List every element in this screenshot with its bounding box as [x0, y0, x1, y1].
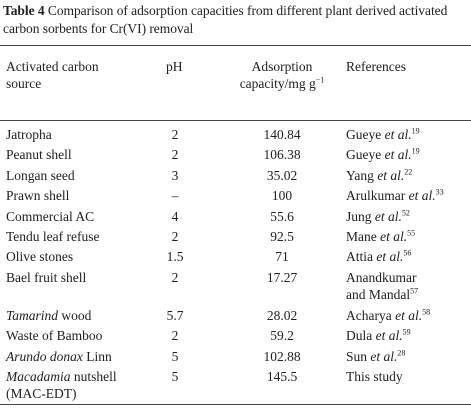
cell-reference: Acharya et al.58: [346, 307, 431, 323]
header-source-line1: Activated carbon: [6, 59, 99, 74]
header-source: Activated carbon source: [6, 58, 156, 92]
cell-ph: 1.5: [166, 249, 184, 265]
cell-capacity: 145.5: [266, 368, 298, 384]
cell-source: Tamarind wood: [6, 307, 92, 323]
header-rule: [0, 120, 471, 121]
header-capacity: Adsorption capacity/mg g−1: [227, 58, 337, 92]
cell-reference: Yang et al.22: [346, 167, 413, 183]
table-body: Jatropha 2 140.84 Gueye et al.19 Peanut …: [0, 125, 471, 405]
cell-reference: Anandkumar and Mandal57: [346, 269, 419, 302]
table-row: Bael fruit shell 2 17.27 Anandkumar and M…: [0, 268, 471, 306]
bottom-rule: [0, 404, 471, 405]
cell-capacity: 71: [275, 249, 289, 265]
cell-ph: 2: [171, 328, 179, 344]
cell-ph: 2: [171, 228, 179, 244]
cell-source: Macadamia nutshell (MAC-EDT): [6, 368, 117, 401]
header-capacity-line1: Adsorption: [251, 59, 313, 74]
top-rule: [0, 45, 471, 46]
cell-reference: Dula et al.59: [346, 327, 411, 344]
table-caption-text: Comparison of adsorption capacities from…: [3, 3, 448, 36]
cell-capacity: 55.6: [270, 208, 294, 224]
cell-capacity: 140.84: [263, 127, 301, 142]
cell-reference: Gueye et al.19: [346, 146, 420, 163]
cell-ph: 2: [171, 147, 179, 163]
cell-source: Prawn shell: [6, 188, 70, 204]
cell-ph: 3: [171, 167, 179, 183]
cell-capacity: 59.2: [270, 328, 294, 344]
cell-source: Tendu leaf refuse: [6, 228, 100, 244]
header-source-line2: source: [6, 76, 42, 91]
cell-reference: Sun et al.28: [346, 348, 406, 364]
cell-capacity: 28.02: [266, 307, 298, 323]
cell-source: Longan seed: [6, 167, 75, 183]
table-row: Jatropha 2 140.84 Gueye et al.19: [0, 125, 471, 145]
cell-reference: Jung et al.52: [346, 208, 410, 224]
cell-source: Arundo donax Linn: [6, 348, 112, 364]
table-label: Table 4: [3, 3, 45, 18]
table-row: Longan seed 3 35.02 Yang et al.22: [0, 166, 471, 186]
cell-capacity: 17.27: [266, 269, 298, 285]
cell-ph: 5.7: [166, 307, 184, 323]
cell-source: Commercial AC: [6, 208, 95, 224]
cell-source: Olive stones: [6, 249, 74, 265]
table-row: Arundo donax Linn 5 102.88 Sun et al.28: [0, 347, 471, 367]
cell-ph: 5: [171, 348, 179, 364]
table-row: Tendu leaf refuse 2 92.5 Mane et al.55: [0, 227, 471, 247]
header-capacity-line2: capacity/mg g−1: [227, 75, 337, 92]
cell-ph: 2: [171, 269, 179, 285]
cell-reference: Arulkumar et al.33: [346, 187, 444, 204]
cell-reference: Gueye et al.19: [346, 126, 420, 142]
cell-capacity: 92.5: [270, 228, 294, 244]
table-row: Tamarind wood 5.7 28.02 Acharya et al.58: [0, 306, 471, 326]
header-ph: pH: [166, 59, 183, 74]
header-references: References: [346, 59, 406, 74]
cell-source: Jatropha: [6, 127, 52, 142]
table-row: Olive stones 1.5 71 Attia et al.56: [0, 247, 471, 267]
table-row: Macadamia nutshell (MAC-EDT) 5 145.5 This…: [0, 367, 471, 405]
cell-capacity: 102.88: [263, 348, 301, 364]
cell-source: Peanut shell: [6, 147, 72, 163]
cell-ph: –: [171, 188, 179, 204]
cell-source: Bael fruit shell: [6, 269, 87, 285]
header-capacity-sup: −1: [315, 75, 325, 85]
header-capacity-unit: capacity/mg g: [239, 76, 316, 91]
cell-reference: This study: [346, 368, 403, 384]
cell-reference: Attia et al.56: [346, 248, 412, 265]
cell-capacity: 100: [271, 188, 293, 204]
cell-capacity: 35.02: [266, 167, 298, 183]
cell-ph: 2: [171, 127, 179, 142]
cell-reference: Mane et al.55: [346, 228, 416, 244]
table-row: Waste of Bamboo 2 59.2 Dula et al.59: [0, 326, 471, 346]
table-row: Commercial AC 4 55.6 Jung et al.52: [0, 207, 471, 227]
table-row: Peanut shell 2 106.38 Gueye et al.19: [0, 145, 471, 165]
cell-ph: 4: [171, 208, 179, 224]
cell-capacity: 106.38: [263, 147, 301, 163]
table-caption: Table 4 Comparison of adsorption capacit…: [3, 2, 465, 38]
cell-ph: 5: [171, 368, 179, 384]
cell-source: Waste of Bamboo: [6, 328, 103, 344]
table-row: Prawn shell – 100 Arulkumar et al.33: [0, 186, 471, 206]
